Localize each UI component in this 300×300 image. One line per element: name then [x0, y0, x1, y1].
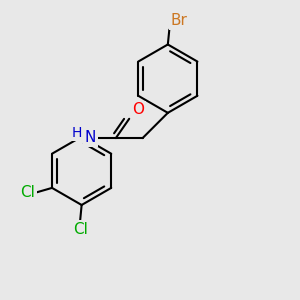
Text: O: O [132, 102, 144, 117]
Text: Br: Br [171, 13, 188, 28]
Text: N: N [85, 130, 96, 145]
Text: Cl: Cl [20, 185, 35, 200]
Text: Cl: Cl [73, 222, 88, 237]
Text: H: H [72, 126, 83, 140]
